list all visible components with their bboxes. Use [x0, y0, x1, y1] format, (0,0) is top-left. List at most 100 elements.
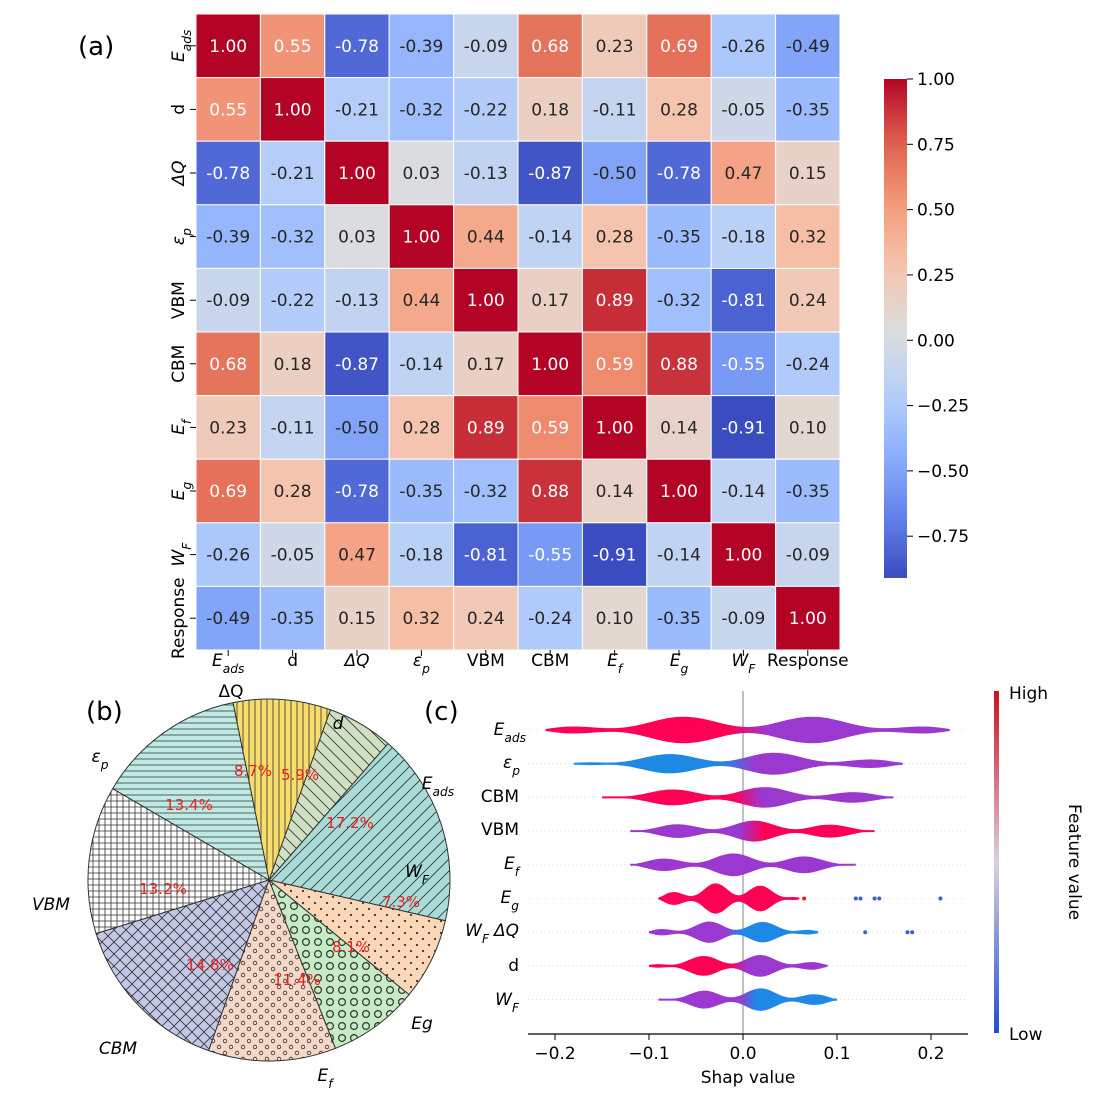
heatmap-cell	[710, 585, 777, 651]
heatmap-col-label: Ef	[607, 651, 624, 676]
pie-slice-dq	[232, 698, 332, 882]
heatmap-cell	[710, 204, 777, 269]
heatmap-cell	[324, 140, 390, 206]
heatmap-cell-value: -0.14	[721, 482, 765, 502]
heatmap-cell	[324, 458, 390, 524]
heatmap-cell	[581, 140, 648, 206]
pie-outer-label: Eads	[422, 774, 455, 799]
shap-violin-ep	[573, 752, 903, 775]
heatmap-cell-value: -0.13	[464, 164, 508, 184]
shap-x-tick-label: 0.2	[917, 1044, 944, 1064]
heatmap-cell	[775, 267, 841, 333]
shap-x-tick-label: 0.0	[729, 1044, 756, 1064]
heatmap-cell	[453, 267, 519, 333]
heatmap-row-label: εp	[169, 228, 194, 245]
pie-outer-label: ΔQ	[218, 682, 243, 702]
pie-outer-label: d	[333, 714, 344, 734]
shap-feature-label: Eg	[500, 888, 519, 913]
heatmap-cell	[259, 13, 326, 79]
heatmap-cell-value: 0.55	[274, 37, 312, 57]
pie-pct-label: 5.9%	[281, 766, 319, 784]
heatmap-cell-value: 0.55	[209, 100, 247, 120]
heatmap-cell-value: 1.00	[338, 164, 376, 184]
heatmap-cell-value: 0.88	[531, 482, 569, 502]
heatmap-cell-value: 0.14	[596, 482, 634, 502]
heatmap-cell	[646, 13, 712, 79]
colorbar-tick-label: 0.25	[917, 266, 955, 286]
panel-label-c: (c)	[424, 697, 459, 727]
heatmap-cell-value: -0.49	[206, 609, 250, 629]
colorbar-tick-label: 1.00	[917, 70, 955, 90]
heatmap-cell-value: -0.14	[399, 355, 443, 375]
pie-slice-vbm	[87, 788, 271, 935]
heatmap-cell	[388, 77, 455, 142]
heatmap-cell-value: -0.24	[528, 609, 572, 629]
correlation-heatmap: 1.00 0.55 -0.78 -0.39 -0.09 0.68 0.23 0.69 -0.26…	[169, 13, 849, 676]
heatmap-cell-value: 0.03	[402, 164, 440, 184]
heatmap-cell	[775, 77, 841, 142]
heatmap-cell	[517, 267, 583, 333]
heatmap-cell-value: -0.21	[271, 164, 315, 184]
heatmap-cell	[517, 458, 583, 524]
heatmap-row-label: ΔQ	[169, 160, 189, 187]
heatmap-cell-value: -0.81	[721, 291, 765, 311]
heatmap-cell-value: 0.59	[596, 355, 634, 375]
heatmap-col-label: WF	[731, 651, 756, 676]
heatmap-cell-value: -0.32	[657, 291, 701, 311]
pie-slice-wf	[268, 879, 446, 996]
heatmap-cell	[581, 585, 648, 651]
shap-violin-d	[649, 955, 828, 977]
heatmap-cell	[646, 522, 712, 587]
heatmap-cell-value: 0.68	[531, 37, 569, 57]
heatmap-cell-value: -0.24	[786, 355, 830, 375]
heatmap-cell	[517, 331, 583, 397]
heatmap-cell-value: 1.00	[789, 609, 827, 629]
heatmap-cell-value: 0.69	[660, 37, 698, 57]
heatmap-cell-value: -0.55	[721, 355, 765, 375]
panel-label-a: (a)	[78, 32, 114, 62]
heatmap-cell	[775, 204, 841, 269]
pie-pct-label: 13.2%	[139, 880, 187, 898]
heatmap-cell-value: -0.09	[464, 37, 508, 57]
heatmap-cell	[775, 13, 841, 79]
pie-slice-ef	[208, 878, 337, 1062]
shap-violin-wf	[658, 988, 837, 1011]
heatmap-cell-value: -0.35	[786, 482, 830, 502]
heatmap-cell	[517, 77, 583, 142]
shap-violin-eg	[658, 883, 800, 914]
shap-violin-eads	[545, 716, 950, 744]
shap-colorbar: High Low Feature value	[994, 684, 1084, 1045]
heatmap-cell-value: 0.17	[467, 355, 505, 375]
heatmap-cell-value: 0.44	[467, 228, 505, 248]
heatmap-cell-value: 0.28	[402, 418, 440, 438]
pie-slice-eg	[267, 878, 410, 1049]
heatmap-cell-value: 0.15	[338, 609, 376, 629]
heatmap-cell-value: -0.87	[528, 164, 572, 184]
heatmap-cell	[775, 140, 841, 206]
shap-outlier-point	[905, 930, 910, 935]
heatmap-cell	[453, 140, 519, 206]
pie-pct-label: 13.4%	[165, 796, 213, 814]
pie-outer-label: Eg	[411, 1014, 433, 1034]
heatmap-cell	[646, 267, 712, 333]
shap-outlier-point	[872, 896, 877, 901]
heatmap-cell	[453, 458, 519, 524]
heatmap-cell	[388, 13, 455, 79]
heatmap-cell-value: 0.68	[209, 355, 247, 375]
heatmap-colorbar: 1.00 0.75 0.50 0.25 0.00 −0.25 −0.50 −0.75	[884, 70, 969, 578]
heatmap-cell-value: 0.17	[531, 291, 569, 311]
heatmap-cell-value: 0.23	[596, 37, 634, 57]
shap-outlier-point	[858, 896, 863, 901]
heatmap-cell	[324, 522, 390, 587]
heatmap-row-label: WF	[169, 542, 194, 567]
colorbar-tick-label: 0.00	[917, 331, 955, 351]
pie-pct-label: 17.2%	[326, 814, 374, 832]
shap-feature-label: WF	[495, 990, 520, 1015]
heatmap-cell-value: 0.59	[531, 418, 569, 438]
colorbar-tick-label: −0.50	[917, 462, 969, 482]
heatmap-cell-value: 0.18	[531, 100, 569, 120]
shap-feature-label: Ef	[504, 854, 521, 879]
panel-label-b: (b)	[86, 697, 123, 727]
colorbar-tick-label: −0.25	[917, 397, 969, 417]
